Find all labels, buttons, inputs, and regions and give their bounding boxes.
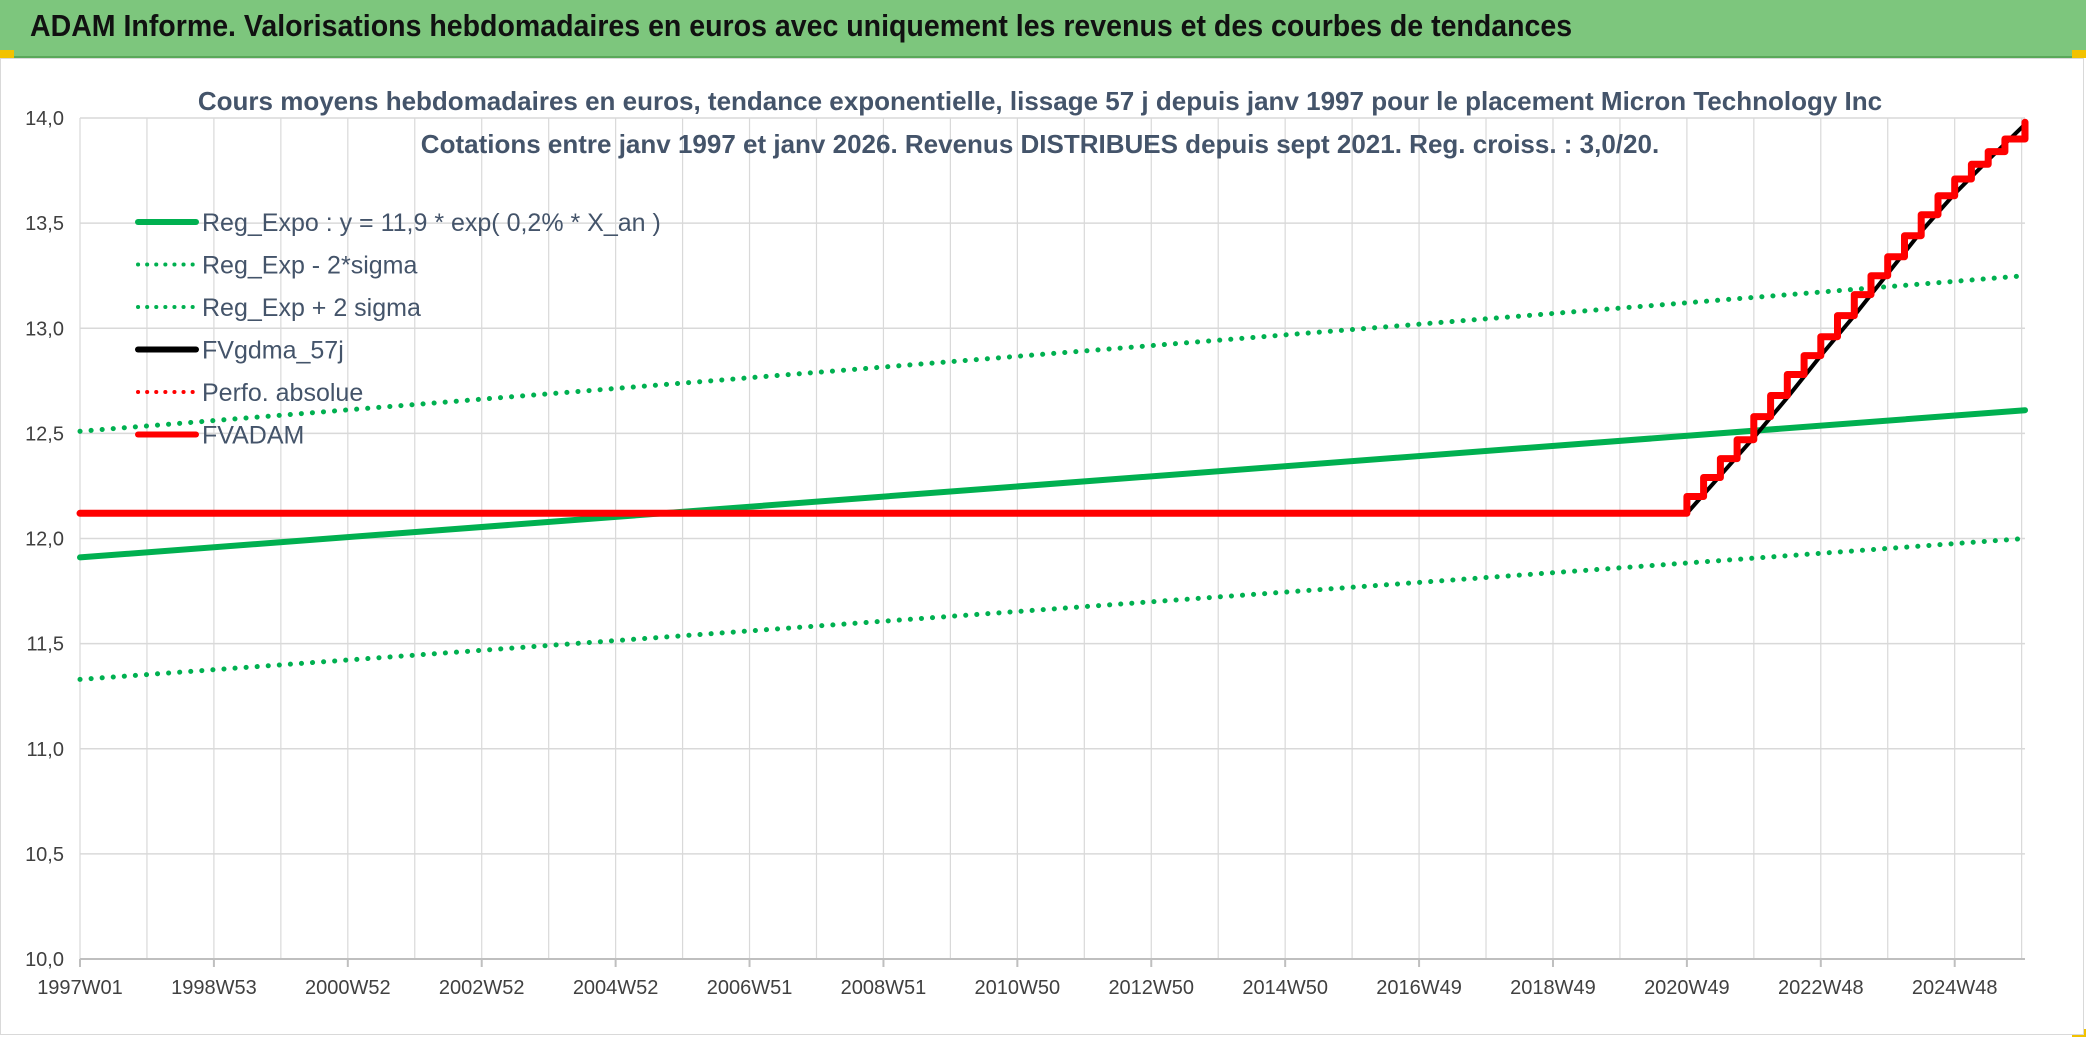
legend-label-reg_minus: Reg_Exp - 2*sigma [202, 252, 417, 280]
x-tick-label: 2008W51 [841, 977, 927, 999]
x-tick-label: 2016W49 [1376, 977, 1462, 999]
x-tick-label: 1998W53 [171, 977, 257, 999]
legend-label-reg_plus: Reg_Exp + 2 sigma [202, 294, 421, 322]
x-tick-label: 2006W51 [707, 977, 793, 999]
y-tick-label: 12,0 [25, 529, 64, 551]
x-tick-label: 2018W49 [1510, 977, 1596, 999]
y-tick-label: 11,0 [27, 739, 64, 761]
x-tick-label: 2022W48 [1778, 977, 1864, 999]
x-tick-label: 2004W52 [573, 977, 659, 999]
x-tick-label: 2024W48 [1912, 977, 1998, 999]
corner-marker-left [0, 50, 14, 58]
x-tick-label: 2010W50 [975, 977, 1061, 999]
x-tick-label: 2000W52 [305, 977, 391, 999]
x-tick-label: 2014W50 [1242, 977, 1328, 999]
report-header: ADAM Informe. Valorisations hebdomadaire… [0, 0, 2086, 58]
gridlines [79, 117, 2025, 960]
legend: Reg_Expo : y = 11,9 * exp( 0,2% * X_an )… [135, 209, 661, 450]
y-tick-label: 14,0 [25, 108, 64, 130]
chart-title: Cours moyens hebdomadaires en euros, ten… [198, 86, 1882, 116]
report-title: ADAM Informe. Valorisations hebdomadaire… [30, 8, 1573, 43]
series-reg_minus [77, 536, 2028, 682]
y-axis-ticks: 10,0 10,5 11,0 11,5 12,0 12,5 13,0 13,5 14,0 [25, 108, 64, 971]
legend-label-fvadam: FVADAM [202, 422, 304, 450]
y-tick-label: 11,5 [27, 634, 64, 656]
series-reg [77, 407, 2028, 561]
corner-marker-right [2072, 50, 2086, 58]
x-tick-label: 2020W49 [1644, 977, 1730, 999]
y-tick-label: 13,0 [25, 318, 64, 340]
series-fvadam [76, 118, 2029, 517]
y-tick-label: 13,5 [25, 213, 64, 235]
y-tick-label: 12,5 [25, 423, 64, 445]
legend-label-perfo: Perfo. absolue [202, 379, 363, 407]
legend-label-fvgdma: FVgdma_57j [202, 337, 344, 365]
chart-subtitle: Cotations entre janv 1997 et janv 2026. … [421, 129, 1659, 159]
x-axis-ticks: 1997W01 1998W53 2000W52 2002W52 2004W52 2006W… [37, 959, 1998, 999]
series-reg_plus [77, 273, 2028, 434]
x-tick-label: 2012W50 [1108, 977, 1194, 999]
x-tick-label: 2002W52 [439, 977, 525, 999]
y-tick-label: 10,5 [25, 844, 64, 866]
x-tick-label: 1997W01 [37, 977, 123, 999]
y-tick-label: 10,0 [25, 949, 64, 971]
series-lines [76, 118, 2029, 682]
legend-label-reg: Reg_Expo : y = 11,9 * exp( 0,2% * X_an ) [202, 209, 661, 237]
